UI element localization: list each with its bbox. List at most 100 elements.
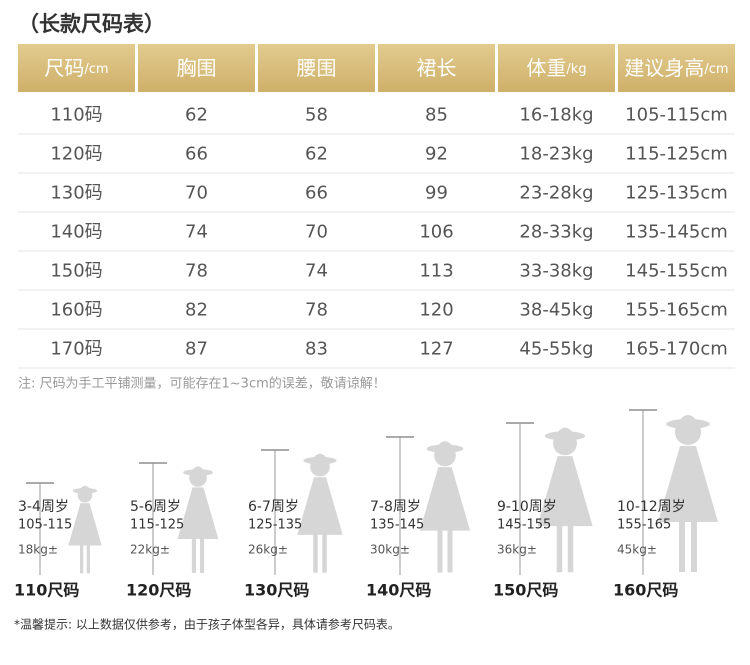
- cell: 105-115cm: [625, 105, 728, 126]
- figure: 3-4周岁 105-115 18kg± 110尺码: [14, 482, 102, 600]
- cell: 28-33kg: [519, 222, 593, 243]
- age: 10-12周岁: [617, 499, 686, 515]
- note: 注: 尺码为手工平铺测量，可能存在1~3cm的误差，敬请谅解！: [18, 376, 386, 392]
- header-text: 胸围: [177, 56, 217, 80]
- figure: 10-12周岁 155-165 45kg± 160尺码: [613, 409, 718, 600]
- cell: 127: [419, 339, 453, 360]
- cell: 145-155cm: [625, 261, 728, 282]
- hat-top: [677, 415, 699, 424]
- age: 3-4周岁: [18, 499, 69, 515]
- header-cell: [378, 44, 495, 92]
- header-unit: /kg: [566, 62, 586, 77]
- header-text: 裙长: [417, 56, 457, 80]
- header-main: 体重: [526, 56, 566, 80]
- figure: 7-8周岁 135-145 30kg± 140尺码: [366, 436, 471, 600]
- weight: 45kg±: [617, 543, 657, 557]
- weight: 22kg±: [130, 543, 170, 557]
- cell: 66: [305, 183, 328, 204]
- cell: 125-135cm: [625, 183, 728, 204]
- silhouette: [297, 453, 343, 573]
- cell: 38-45kg: [519, 300, 593, 321]
- header-main: 裙长: [417, 56, 457, 80]
- cell: 33-38kg: [519, 261, 593, 282]
- cell: 16-18kg: [519, 105, 593, 126]
- cell: 70: [185, 183, 208, 204]
- header-text: 尺码/cm: [44, 56, 108, 80]
- dress: [658, 446, 718, 522]
- leg: [567, 524, 574, 573]
- weight: 26kg±: [248, 543, 288, 557]
- cell: 135-145cm: [625, 222, 728, 243]
- header-main: 建议身高: [624, 56, 704, 80]
- header-cell: [138, 44, 255, 92]
- size: 160尺码: [613, 581, 678, 600]
- dress: [297, 477, 343, 535]
- header-text: 建议身高/cm: [624, 56, 728, 80]
- figure: 6-7周岁 125-135 26kg± 130尺码: [244, 449, 343, 600]
- leg: [437, 529, 443, 573]
- age: 5-6周岁: [130, 499, 181, 515]
- cell: 66: [185, 144, 208, 165]
- silhouette: [68, 485, 102, 574]
- cell: 87: [185, 339, 208, 360]
- silhouette: [419, 441, 471, 573]
- leg: [200, 537, 205, 573]
- cell: 140码: [50, 222, 102, 243]
- cell: 18-23kg: [519, 144, 593, 165]
- header-text: 体重/kg: [526, 56, 586, 80]
- cell: 83: [305, 339, 328, 360]
- figure: 5-6周岁 115-125 22kg± 120尺码: [126, 462, 219, 600]
- leg: [191, 537, 196, 573]
- weight: 18kg±: [18, 543, 58, 557]
- header-cell: [18, 44, 135, 92]
- cell: 165-170cm: [625, 339, 728, 360]
- figure: 9-10周岁 145-155 36kg± 150尺码: [493, 422, 593, 600]
- leg: [86, 544, 91, 574]
- cell: 62: [305, 144, 328, 165]
- cell: 130码: [50, 183, 102, 204]
- cell: 78: [185, 261, 208, 282]
- weight: 36kg±: [497, 543, 537, 557]
- size: 110尺码: [14, 581, 79, 600]
- cell: 62: [185, 105, 208, 126]
- cell: 170码: [50, 339, 102, 360]
- header-main: 尺码: [44, 56, 84, 80]
- cell: 155-165cm: [625, 300, 728, 321]
- range: 125-135: [248, 518, 302, 533]
- range: 105-115: [18, 518, 72, 533]
- size: 150尺码: [493, 581, 558, 600]
- leg: [322, 533, 327, 573]
- range: 145-155: [497, 518, 551, 533]
- cell: 120码: [50, 144, 102, 165]
- cell: 58: [305, 105, 328, 126]
- cell: 106: [419, 222, 453, 243]
- range: 115-125: [130, 518, 184, 533]
- age: 9-10周岁: [497, 499, 557, 515]
- age: 6-7周岁: [248, 499, 299, 515]
- title: （长款尺码表）: [18, 12, 165, 36]
- header-unit: /cm: [84, 62, 108, 77]
- cell: 23-28kg: [519, 183, 593, 204]
- cell: 92: [425, 144, 448, 165]
- hat-top: [78, 485, 92, 491]
- cell: 110码: [50, 105, 102, 126]
- silhouette: [177, 466, 219, 573]
- range: 135-145: [370, 518, 424, 533]
- size: 130尺码: [244, 581, 309, 600]
- cell: 70: [305, 222, 328, 243]
- cell: 150码: [50, 261, 102, 282]
- header-main: 胸围: [177, 56, 217, 80]
- hat-top: [435, 441, 455, 449]
- leg: [556, 524, 563, 573]
- cell: 160码: [50, 300, 102, 321]
- leg: [447, 529, 453, 573]
- cell: 120: [419, 300, 453, 321]
- age: 7-8周岁: [370, 499, 421, 515]
- cell: 82: [185, 300, 208, 321]
- size: 140尺码: [366, 581, 431, 600]
- cell: 99: [425, 183, 448, 204]
- cell: 74: [305, 261, 328, 282]
- leg: [313, 533, 318, 573]
- silhouette: [658, 415, 718, 572]
